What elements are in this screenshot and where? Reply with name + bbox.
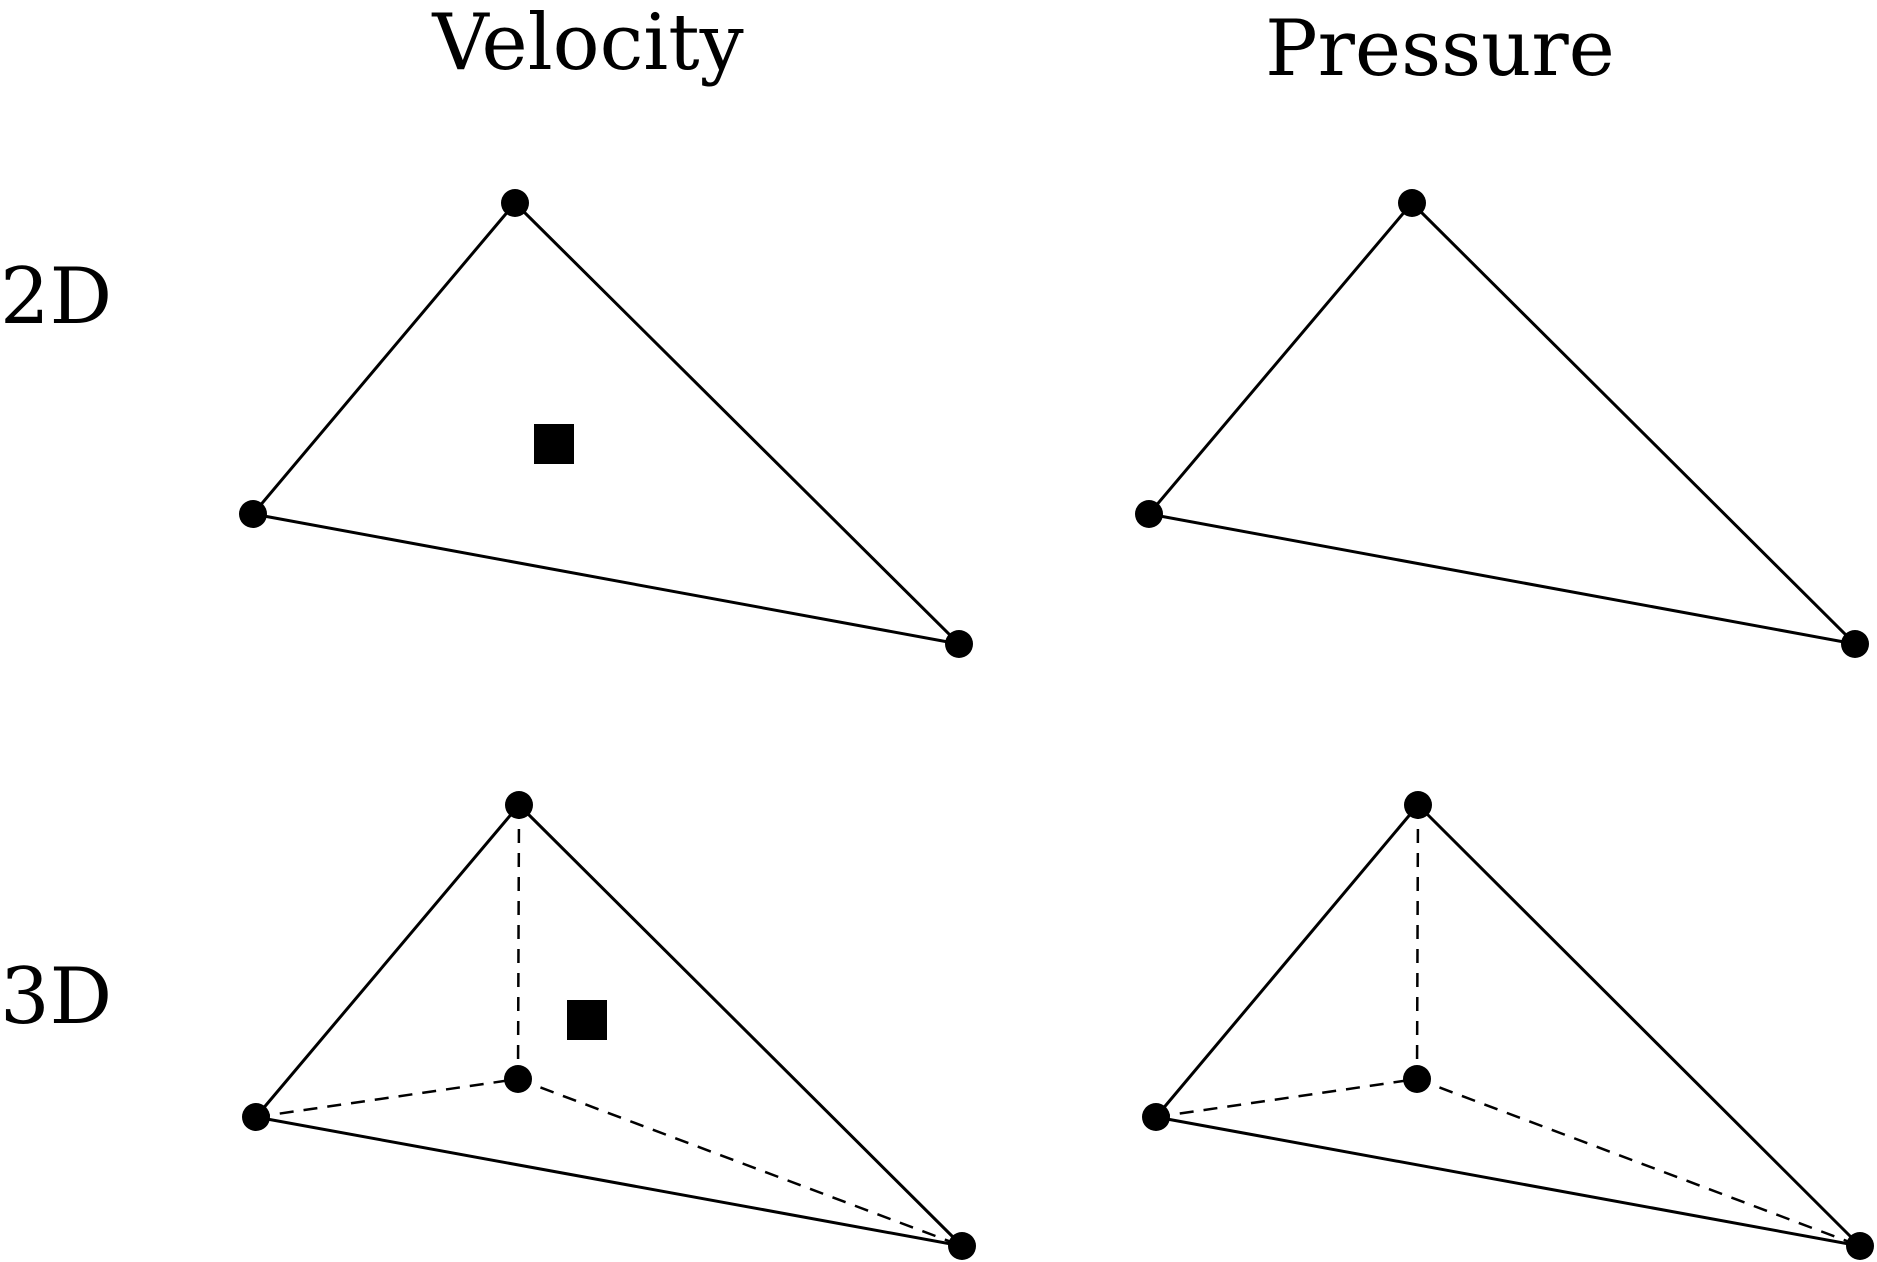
edge bbox=[255, 1115, 963, 1248]
vertex-node bbox=[501, 189, 529, 217]
vertex-node bbox=[1135, 500, 1163, 528]
element-2d-pressure bbox=[1135, 189, 1869, 658]
edge bbox=[254, 804, 521, 1118]
hidden-edge bbox=[255, 1077, 519, 1119]
hidden-edge bbox=[517, 1077, 963, 1248]
edge bbox=[1147, 202, 1414, 515]
edge bbox=[517, 803, 964, 1248]
vertex-node bbox=[239, 500, 267, 528]
vertex-node bbox=[1403, 1065, 1431, 1093]
edge bbox=[1148, 512, 1856, 646]
element-2d-velocity bbox=[239, 189, 973, 658]
edge bbox=[1155, 1115, 1861, 1248]
vertex-node bbox=[1142, 1103, 1170, 1131]
vertex-node bbox=[1404, 791, 1432, 819]
edge bbox=[252, 512, 960, 646]
edge bbox=[513, 201, 961, 646]
element-3d-pressure bbox=[1142, 791, 1874, 1260]
hidden-edge bbox=[1155, 1077, 1418, 1119]
vertex-node bbox=[242, 1103, 270, 1131]
interior-node bbox=[567, 1000, 607, 1040]
edge bbox=[1416, 803, 1862, 1248]
row-label-2d: 2D bbox=[0, 252, 113, 342]
vertex-node bbox=[1841, 630, 1869, 658]
column-label-velocity: Velocity bbox=[432, 0, 744, 88]
hidden-edge bbox=[1416, 1077, 1861, 1248]
element-3d-velocity bbox=[242, 791, 976, 1260]
vertex-node bbox=[948, 1232, 976, 1260]
interior-node bbox=[534, 424, 574, 464]
vertex-node bbox=[505, 791, 533, 819]
column-label-pressure: Pressure bbox=[1265, 4, 1615, 94]
hidden-edge bbox=[1415, 804, 1420, 1080]
vertex-node bbox=[1398, 189, 1426, 217]
vertex-node bbox=[945, 630, 973, 658]
row-label-3d: 3D bbox=[0, 952, 113, 1042]
edge bbox=[1410, 201, 1857, 646]
vertex-node bbox=[1846, 1232, 1874, 1260]
edge bbox=[251, 202, 517, 515]
edge bbox=[1154, 804, 1420, 1118]
vertex-node bbox=[504, 1065, 532, 1093]
hidden-edge bbox=[516, 804, 521, 1080]
